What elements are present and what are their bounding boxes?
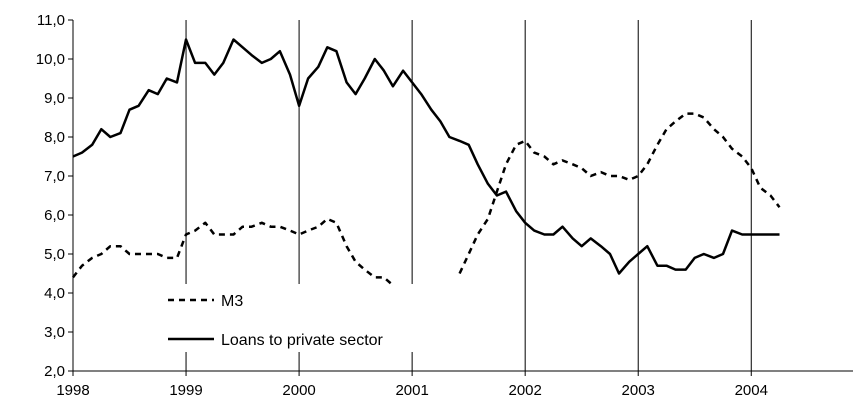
x-tick-label: 2004 bbox=[735, 382, 768, 399]
y-tick-label: 7,0 bbox=[44, 168, 65, 185]
grid bbox=[185, 20, 752, 371]
legend-label-m3: M3 bbox=[221, 293, 243, 310]
axes: 2,0 3,0 4,0 5,0 6,0 7,0 8,0 9,0 10,0 11,0 1998 1999… bbox=[36, 12, 853, 399]
legend-label-loans: Loans to private sector bbox=[221, 332, 384, 349]
y-tick-label: 9,0 bbox=[44, 90, 65, 107]
series-line-m3 bbox=[458, 112, 781, 275]
legend-background bbox=[160, 284, 460, 352]
x-tick-label: 2001 bbox=[395, 382, 428, 399]
y-tick-label: 8,0 bbox=[44, 129, 65, 146]
y-tick-label: 2,0 bbox=[44, 363, 65, 380]
x-tick-label: 1998 bbox=[56, 382, 89, 399]
y-tick-label: 11,0 bbox=[37, 12, 65, 29]
y-tick-label: 5,0 bbox=[44, 246, 65, 263]
y-tick-label: 4,0 bbox=[44, 285, 65, 302]
series bbox=[72, 38, 781, 287]
y-tick-label: 3,0 bbox=[44, 324, 65, 341]
legend: M3 Loans to private sector bbox=[168, 293, 384, 349]
y-tick-label: 6,0 bbox=[44, 207, 65, 224]
series-line-loans-to-private-sector bbox=[72, 38, 780, 275]
y-tick-label: 10,0 bbox=[36, 51, 65, 68]
x-tick-label: 1999 bbox=[169, 382, 202, 399]
x-tick-label: 2003 bbox=[622, 382, 655, 399]
x-tick-label: 2000 bbox=[282, 382, 315, 399]
x-tick-label: 2002 bbox=[508, 382, 541, 399]
